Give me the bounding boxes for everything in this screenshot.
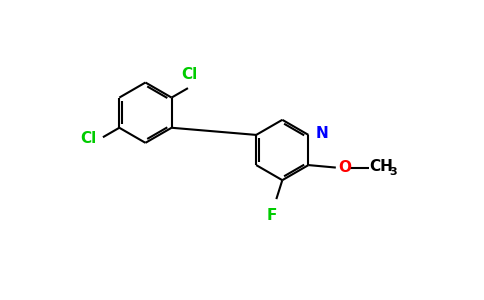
Text: Cl: Cl [182,67,197,82]
Text: 3: 3 [390,167,397,177]
Text: N: N [316,126,329,141]
Text: O: O [338,160,351,175]
Text: CH: CH [370,159,393,174]
Text: F: F [266,208,276,223]
Text: Cl: Cl [81,131,97,146]
